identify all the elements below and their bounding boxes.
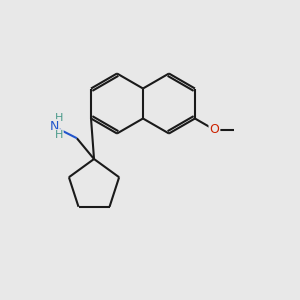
Text: N: N [50,120,59,133]
Text: O: O [209,123,219,136]
Text: H: H [54,113,63,123]
Text: H: H [54,130,63,140]
